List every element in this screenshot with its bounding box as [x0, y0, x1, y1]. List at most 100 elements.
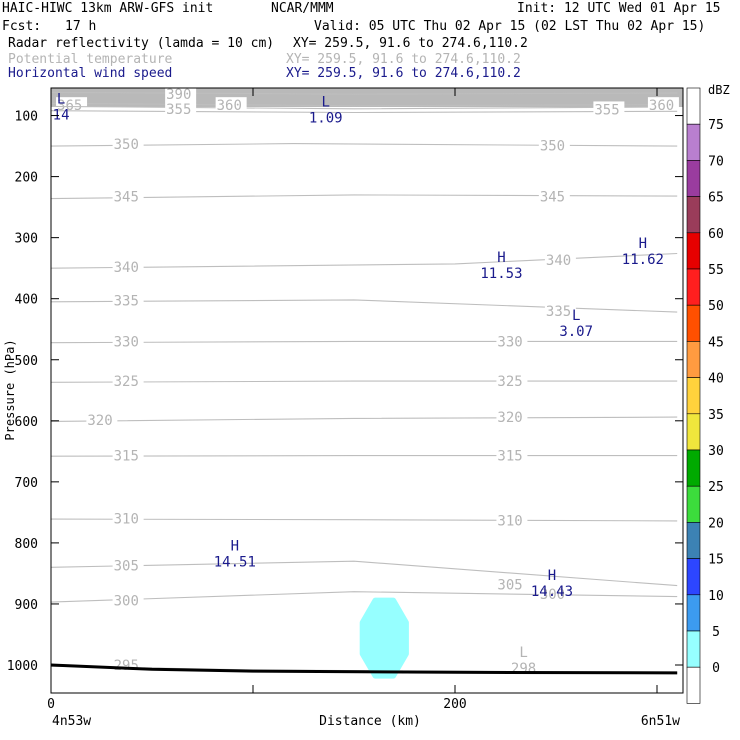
field-name-reflectivity: Radar reflectivity (lamda = 10 cm) [8, 36, 275, 51]
colorbar-swatch [686, 666, 701, 704]
y-tick-label: 900 [15, 598, 38, 613]
isentrope-label-310: 310 [114, 511, 139, 527]
isentrope-label-bg [538, 137, 570, 153]
isentrope-label-355: 355 [166, 102, 191, 118]
isentrope-label-355: 355 [594, 102, 619, 118]
isentrope-label-bg [647, 97, 679, 113]
isentrope-355 [50, 110, 678, 114]
isentrope-label-350: 350 [114, 137, 139, 153]
reflectivity-cell [359, 597, 409, 679]
wind-extremum-value: 1.09 [309, 110, 343, 126]
wind-extremum-value: 11.62 [622, 252, 664, 268]
colorbar-level-label: 25 [708, 480, 724, 495]
colorbar-swatch [686, 377, 701, 415]
isentrope-label-bg [165, 100, 197, 116]
colorbar-level-label: 20 [708, 516, 724, 531]
y-tick-label: 700 [15, 476, 38, 491]
isentrope-label-bg [496, 409, 528, 425]
x-tick-label: 200 [443, 697, 466, 712]
isentrope-label-bg [496, 333, 528, 349]
isentrope-label-bg [112, 136, 144, 152]
wind-extremum-marker: H [497, 250, 505, 266]
isentrope-label-bg [112, 292, 144, 308]
isentrope-label-bg [215, 97, 247, 113]
isentrope-335 [50, 299, 678, 313]
forecast-label: Fcst: [2, 19, 42, 34]
terrain-line [50, 663, 678, 675]
isentrope-label-bg [165, 86, 197, 102]
colorbar-level-label: 55 [708, 263, 724, 278]
isentrope-label-315: 315 [497, 449, 522, 465]
isentrope-label-325: 325 [497, 374, 522, 390]
isentrope-320 [50, 416, 678, 422]
wind-extremum-marker: L [57, 91, 65, 107]
init-time: Init: 12 UTC Wed 01 Apr 15 [517, 1, 721, 16]
wind-extremum-marker: H [231, 538, 239, 554]
isentrope-305 [50, 560, 678, 587]
field-xy-theta: XY= 259.5, 91.6 to 274.6,110.2 [286, 52, 521, 67]
wind-extremum-value: 14 [53, 107, 70, 123]
isentrope-360 [50, 105, 678, 110]
isentrope-label-bg [112, 447, 144, 463]
isentrope-label-300: 300 [540, 587, 565, 603]
field-name-theta: Potential temperature [8, 52, 173, 67]
isentrope-label-325: 325 [114, 374, 139, 390]
isentrope-label-bg [112, 557, 144, 573]
wind-extremum-marker: H [548, 568, 556, 584]
wind-extremum-marker: H [639, 236, 647, 252]
y-tick-label: 100 [15, 110, 38, 125]
reflectivity-layer [359, 597, 409, 679]
isentrope-label-bg [496, 373, 528, 389]
isentrope-390 [50, 91, 678, 95]
isentrope-label-bg [496, 512, 528, 528]
isentrope-350 [50, 143, 678, 147]
x-end-location: 6n51w [641, 714, 680, 729]
wind-extremum-value: 14.51 [214, 554, 256, 570]
theta-extremum-value: 298 [511, 661, 536, 677]
field-name-wind-speed: Horizontal wind speed [8, 66, 173, 81]
isentrope-label-bg [496, 576, 528, 592]
isentrope-label-305: 305 [114, 558, 139, 574]
isentrope-label-bg [112, 592, 144, 608]
isentrope-label-bg [112, 188, 144, 204]
y-tick-label: 600 [15, 415, 38, 430]
isentrope-label-345: 345 [114, 190, 139, 206]
isentrope-300 [50, 591, 678, 603]
isentrope-365 [50, 102, 678, 107]
colorbar-swatch [686, 630, 701, 668]
isentrope-label-335: 335 [114, 294, 139, 310]
isentrope-label-360: 360 [217, 98, 242, 114]
isentrope-label-350: 350 [540, 138, 565, 154]
colorbar-swatch [686, 522, 701, 559]
wind-extremum-value: 3.07 [559, 324, 593, 340]
upper-isentrope-band [51, 88, 683, 108]
field-xy-reflectivity: XY= 259.5, 91.6 to 274.6,110.2 [293, 36, 528, 51]
colorbar-swatch [686, 594, 701, 632]
organization: NCAR/MMM [271, 1, 334, 16]
x-axis-label: Distance (km) [319, 714, 421, 729]
colorbar-level-label: 50 [708, 299, 724, 314]
valid-time: Valid: 05 UTC Thu 02 Apr 15 (02 LST Thu … [314, 19, 706, 34]
colorbar-swatch [686, 160, 701, 197]
y-tick-label: 300 [15, 232, 38, 247]
isentrope-label-bg [112, 510, 144, 526]
colorbar-level-label: 40 [708, 372, 724, 387]
colorbar-level-label: 35 [708, 408, 724, 423]
colorbar-level-label: 0 [712, 661, 720, 676]
wind-extremum-marker: L [572, 308, 580, 324]
isentrope-label-390: 390 [166, 87, 191, 103]
isentrope-label-bg [112, 258, 144, 274]
isentrope-label-340: 340 [114, 260, 139, 276]
colorbar-level-label: 15 [708, 553, 724, 568]
y-tick-label: 800 [15, 537, 38, 552]
isentrope-label-bg [538, 188, 570, 204]
colorbar-swatch [686, 123, 701, 161]
isentrope-label-320: 320 [87, 413, 112, 429]
isentrope-label-bg [496, 447, 528, 463]
colorbar-swatch [686, 304, 701, 342]
wind-extremum-value: 11.53 [480, 266, 522, 282]
isentrope-330 [50, 340, 678, 344]
colorbar-level-label: 30 [708, 444, 724, 459]
isentrope-310 [50, 518, 678, 522]
field-xy-wind-speed: XY= 259.5, 91.6 to 274.6,110.2 [286, 66, 521, 81]
